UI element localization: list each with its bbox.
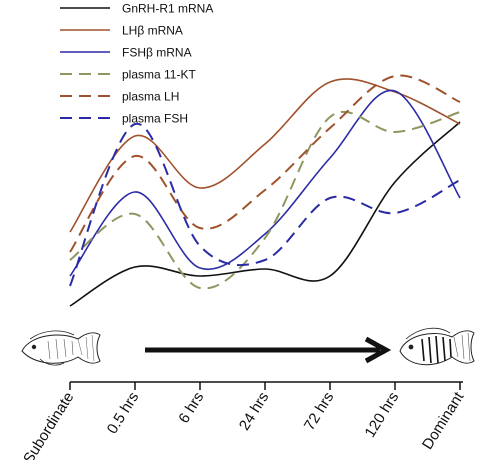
series-line-1 (69, 121, 461, 307)
x-tick-label-2: 0.5 hrs (104, 389, 143, 437)
x-tick-label-4: 24 hrs (236, 389, 273, 433)
x-tick-label-3: 6 hrs (175, 389, 207, 426)
subordinate-fish-icon (21, 330, 101, 366)
legend-label-6: plasma FSH (122, 112, 188, 126)
series-line-6 (69, 122, 461, 287)
series-line-4 (69, 110, 461, 290)
dominant-fish-icon (399, 327, 475, 366)
legend-label-4: plasma 11-KT (122, 68, 196, 82)
legend: GnRH-R1 mRNA LHβ mRNA FSHβ mRNA plasma 11-K… (60, 2, 213, 126)
legend-label-5: plasma LH (122, 90, 179, 104)
legend-label-3: FSHβ mRNA (122, 46, 192, 60)
series-line-5 (69, 74, 461, 253)
x-tick-label-6: 120 hrs (361, 389, 402, 440)
transition-arrow (145, 336, 392, 364)
series-line-2 (69, 78, 461, 233)
x-tick-label-7: Dominant (419, 388, 468, 452)
x-tick-label-5: 72 hrs (301, 389, 338, 433)
x-axis: Subordinate 0.5 hrs 6 hrs 24 hrs 72 hrs 120 h… (20, 381, 468, 465)
legend-label-2: LHβ mRNA (122, 24, 183, 38)
series-lines (69, 74, 461, 307)
series-line-3 (69, 89, 461, 277)
legend-label-1: GnRH-R1 mRNA (122, 2, 213, 16)
x-tick-label-1: Subordinate (20, 389, 77, 460)
